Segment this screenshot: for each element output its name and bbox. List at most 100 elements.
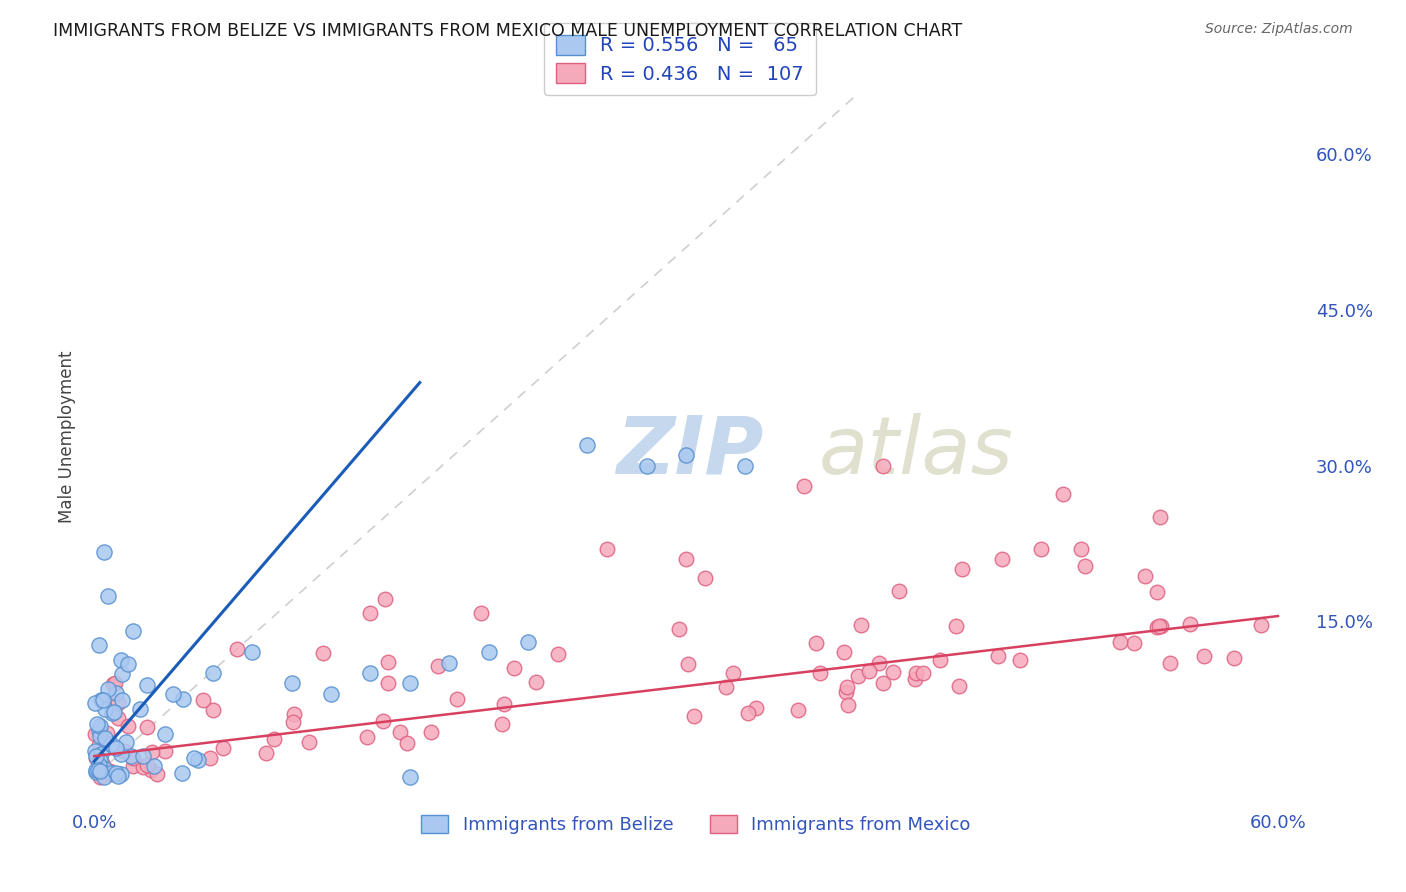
Point <box>312 646 335 660</box>
Point <box>596 541 619 556</box>
Point <box>668 622 690 636</box>
Point <box>1008 652 1031 666</box>
Point <box>153 744 176 758</box>
Point <box>503 661 526 675</box>
Point <box>191 693 214 707</box>
Point <box>122 759 145 773</box>
Point <box>359 606 381 620</box>
Point <box>439 656 461 670</box>
Text: atlas: atlas <box>818 413 1014 491</box>
Point <box>356 730 378 744</box>
Point <box>1147 619 1170 633</box>
Point <box>142 758 165 772</box>
Point <box>676 657 699 671</box>
Point <box>146 766 169 780</box>
Point <box>172 692 194 706</box>
Point <box>104 676 127 690</box>
Point <box>226 642 249 657</box>
Point <box>948 679 970 693</box>
Point <box>911 666 934 681</box>
Point <box>117 657 139 671</box>
Point <box>1135 569 1157 583</box>
Point <box>395 736 418 750</box>
Point <box>111 693 134 707</box>
Point <box>837 698 859 712</box>
Point <box>547 647 569 661</box>
Point <box>86 717 108 731</box>
Point <box>1073 559 1095 574</box>
Point <box>111 666 134 681</box>
Point <box>446 692 468 706</box>
Point <box>388 724 411 739</box>
Point <box>263 732 285 747</box>
Point <box>695 571 717 585</box>
Text: IMMIGRANTS FROM BELIZE VS IMMIGRANTS FROM MEXICO MALE UNEMPLOYMENT CORRELATION C: IMMIGRANTS FROM BELIZE VS IMMIGRANTS FRO… <box>53 22 963 40</box>
Point <box>136 758 159 772</box>
Point <box>97 682 120 697</box>
Point <box>107 696 129 710</box>
Point <box>162 687 184 701</box>
Point <box>87 739 110 753</box>
Point <box>110 767 132 781</box>
Point <box>1031 541 1053 556</box>
Point <box>929 653 952 667</box>
Point <box>120 749 142 764</box>
Point <box>804 635 827 649</box>
Point <box>98 764 121 779</box>
Point <box>721 666 744 681</box>
Point <box>97 589 120 603</box>
Point <box>93 545 115 559</box>
Point <box>1159 657 1181 671</box>
Point <box>427 658 450 673</box>
Point <box>122 624 145 639</box>
Point <box>110 747 132 761</box>
Point <box>240 645 263 659</box>
Point <box>89 729 111 743</box>
Point <box>87 758 110 772</box>
Point <box>636 458 658 473</box>
Point <box>832 645 855 659</box>
Point <box>103 705 125 719</box>
Point <box>280 676 302 690</box>
Point <box>87 764 110 778</box>
Point <box>110 653 132 667</box>
Point <box>96 725 118 739</box>
Point <box>91 756 114 770</box>
Point <box>1149 510 1171 524</box>
Point <box>371 714 394 729</box>
Point <box>202 702 225 716</box>
Point <box>100 737 122 751</box>
Legend: Immigrants from Belize, Immigrants from Mexico: Immigrants from Belize, Immigrants from … <box>415 807 977 841</box>
Point <box>155 727 177 741</box>
Point <box>89 638 111 652</box>
Point <box>420 725 443 739</box>
Point <box>1052 487 1074 501</box>
Text: ZIP: ZIP <box>616 413 763 491</box>
Y-axis label: Male Unemployment: Male Unemployment <box>58 351 76 524</box>
Point <box>882 665 904 680</box>
Point <box>846 669 869 683</box>
Point <box>1109 635 1132 649</box>
Point <box>107 711 129 725</box>
Point <box>84 749 107 764</box>
Point <box>128 702 150 716</box>
Point <box>319 687 342 701</box>
Point <box>132 749 155 764</box>
Point <box>377 655 399 669</box>
Point <box>212 740 235 755</box>
Point <box>734 458 756 473</box>
Point <box>183 750 205 764</box>
Point <box>470 606 492 620</box>
Text: Source: ZipAtlas.com: Source: ZipAtlas.com <box>1205 22 1353 37</box>
Point <box>141 745 163 759</box>
Point <box>187 754 209 768</box>
Point <box>101 706 124 721</box>
Point <box>281 715 304 730</box>
Point <box>786 703 808 717</box>
Point <box>101 677 124 691</box>
Point <box>91 693 114 707</box>
Point <box>94 731 117 746</box>
Point <box>117 719 139 733</box>
Point <box>84 727 107 741</box>
Point <box>683 709 706 723</box>
